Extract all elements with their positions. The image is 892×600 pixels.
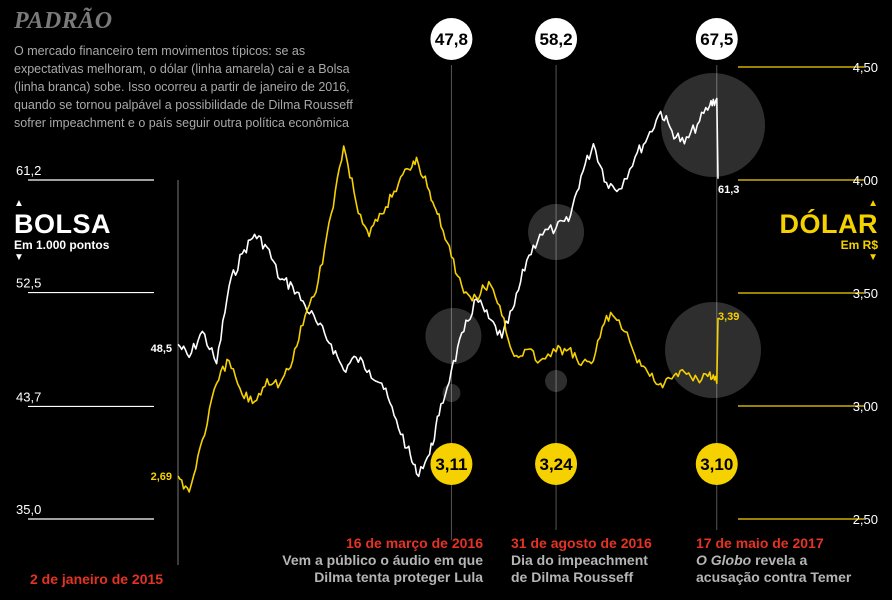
bolsa-badge-circle <box>430 18 473 60</box>
bolsa-unit: Em 1.000 pontos <box>14 238 110 252</box>
dolar-end-label: 3,39 <box>718 311 739 323</box>
bolsa-axis-title: ▲ BOLSA Em 1.000 pontos ▼ <box>14 198 111 264</box>
highlight-circle <box>661 73 766 177</box>
dolar-tick-label: 4,50 <box>853 60 878 75</box>
dolar-start-label: 2,69 <box>151 471 172 483</box>
bolsa-tick-label: 61,2 <box>16 163 41 178</box>
dolar-badge-circle <box>430 443 473 485</box>
bolsa-line <box>177 97 719 478</box>
event-impeachment-date: 31 de agosto de 2016 <box>511 535 652 551</box>
bolsa-tick-label: 43,7 <box>16 389 41 404</box>
event-temer-line1: O Globo revela a <box>696 552 851 569</box>
event-temer-line2: acusação contra Temer <box>696 569 852 585</box>
bolsa-tick-label: 35,0 <box>16 502 41 517</box>
bolsa-end-label: 61,3 <box>718 184 739 196</box>
event-temer-date: 17 de maio de 2017 <box>696 535 824 551</box>
event-start-date: 2 de janeiro de 2015 <box>30 571 164 587</box>
event-temer-newspaper: O Globo <box>696 552 752 568</box>
dolar-tick-label: 3,50 <box>853 286 878 301</box>
dolar-badge-label: 3,24 <box>540 455 574 474</box>
event-impeachment-line1: Dia do impeachment <box>511 552 648 568</box>
bolsa-start-label: 48,5 <box>151 343 172 355</box>
bolsa-title: BOLSA <box>14 209 111 239</box>
event-audio-date: 16 de março de 2016 <box>346 535 483 551</box>
bolsa-badge-circle <box>535 18 578 60</box>
dolar-tick-label: 2,50 <box>853 512 878 527</box>
bolsa-arrow-down-icon: ▼ <box>14 252 24 263</box>
dolar-badge-circle <box>695 443 738 485</box>
bolsa-badge-label: 58,2 <box>540 30 573 49</box>
dolar-title: DÓLAR <box>779 209 878 239</box>
highlight-circle <box>425 308 482 364</box>
chart-title: PADRÃO <box>14 8 113 34</box>
event-audio-line1: Vem a público o áudio em que <box>282 552 483 568</box>
event-temer-line1-rest: revela a <box>751 552 808 568</box>
dolar-arrow-up-icon: ▲ <box>868 198 878 209</box>
bolsa-tick-label: 52,5 <box>16 276 41 291</box>
event-audio: 16 de março de 2016 Vem a público o áudi… <box>282 535 483 586</box>
bolsa-badge-label: 67,5 <box>700 30 733 49</box>
highlight-circle <box>665 302 762 398</box>
event-audio-line2: Dilma tenta proteger Lula <box>314 569 483 585</box>
dolar-line <box>177 145 719 493</box>
dolar-badge-circle <box>535 443 578 485</box>
dolar-arrow-down-icon: ▼ <box>868 252 878 263</box>
dolar-tick-label: 3,00 <box>853 399 878 414</box>
event-temer: 17 de maio de 2017 O Globo revela a acus… <box>696 535 851 586</box>
event-impeachment: 31 de agosto de 2016 Dia do impeachment … <box>511 535 652 586</box>
event-start: 2 de janeiro de 2015 <box>30 571 163 588</box>
dolar-unit: Em R$ <box>840 238 878 252</box>
dolar-badge-label: 3,11 <box>435 455 467 474</box>
chart-intro: O mercado financeiro tem movimentos típi… <box>14 44 353 130</box>
dolar-badge-label: 3,10 <box>700 455 733 474</box>
highlight-circle <box>545 370 568 392</box>
dolar-tick-label: 4,00 <box>853 173 878 188</box>
event-impeachment-line2: de Dilma Rousseff <box>511 569 634 585</box>
dolar-axis-title: ▲ DÓLAR Em R$ ▼ <box>780 198 879 264</box>
highlight-circle <box>528 204 585 260</box>
bolsa-badge-circle <box>695 18 738 60</box>
bolsa-arrow-up-icon: ▲ <box>14 198 24 209</box>
bolsa-badge-label: 47,8 <box>435 30 468 49</box>
